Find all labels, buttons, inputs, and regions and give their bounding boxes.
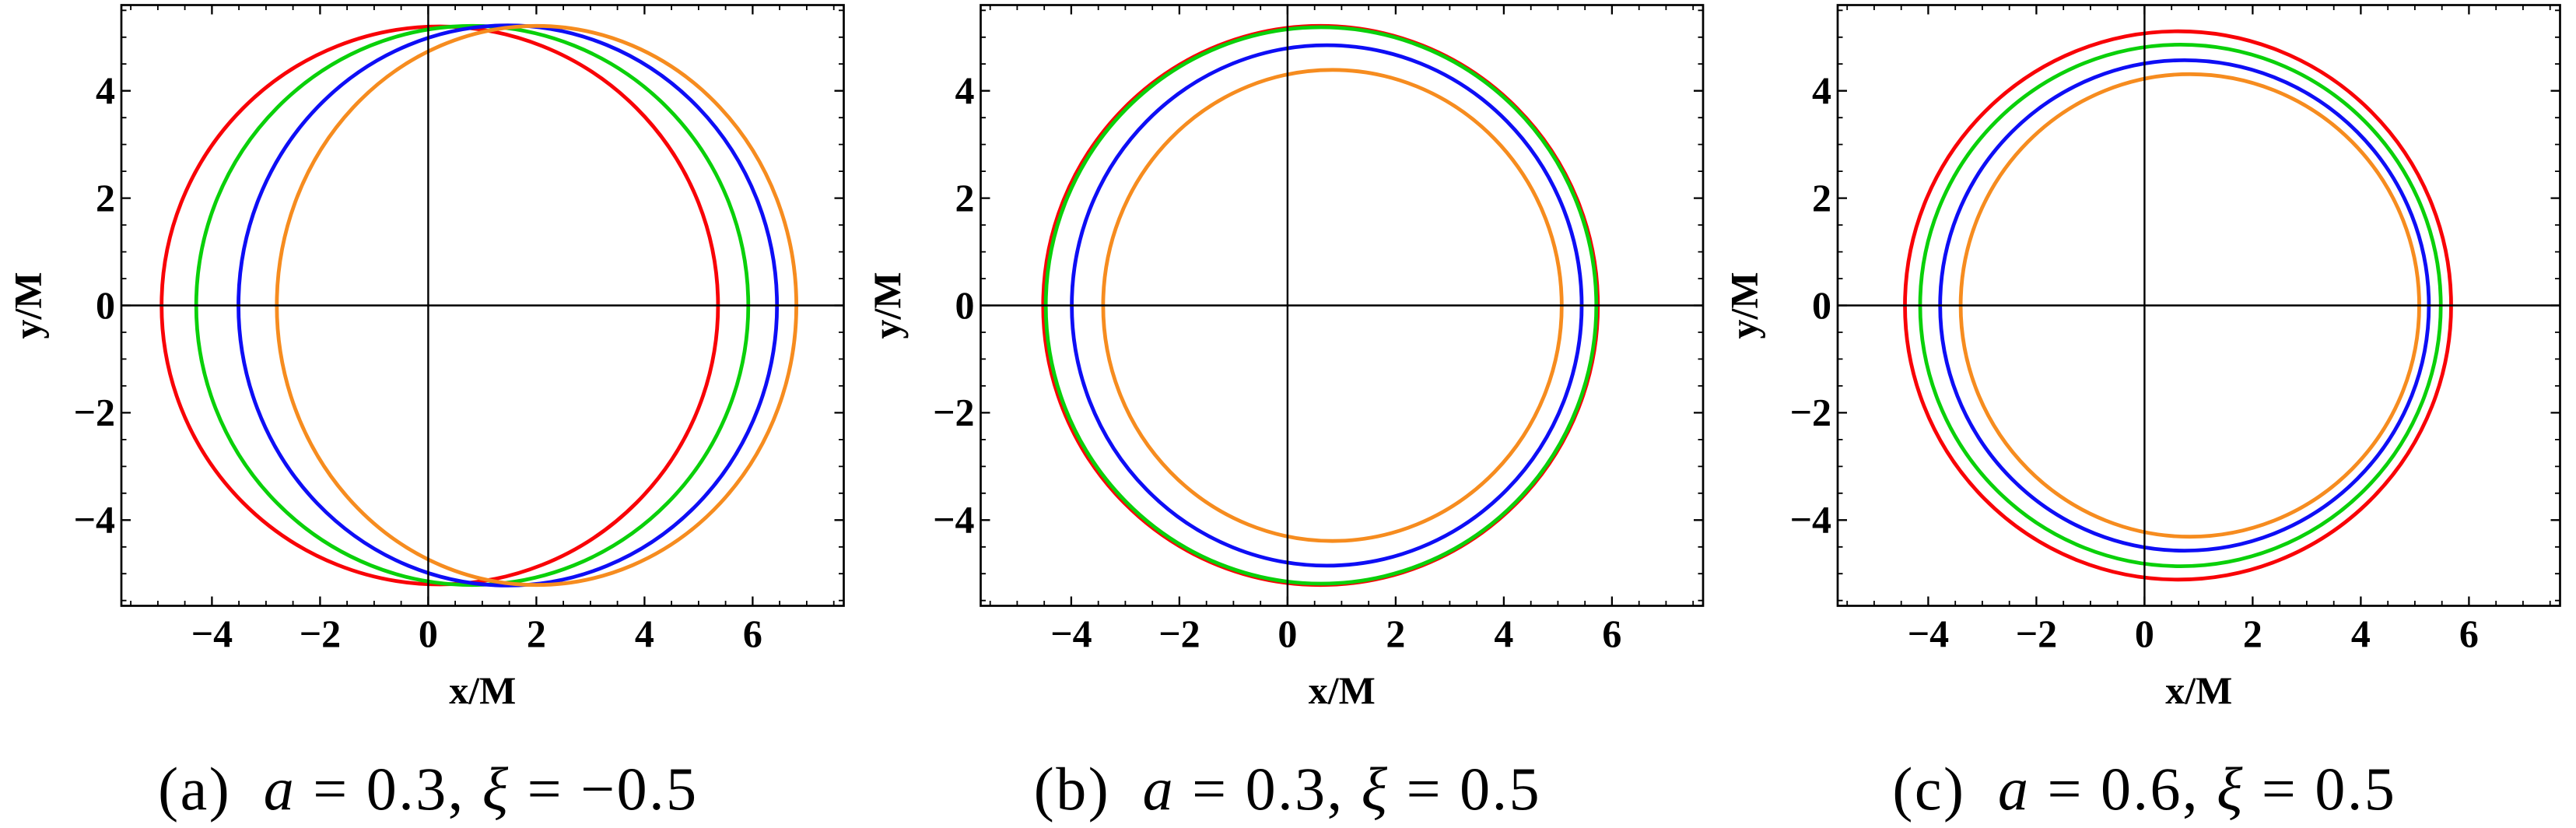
svg-text:−4: −4 [1050,612,1092,655]
svg-text:x/M: x/M [449,668,516,712]
svg-text:2: 2 [96,176,115,219]
svg-text:y/M: y/M [865,272,909,339]
svg-text:4: 4 [2351,612,2371,655]
svg-text:6: 6 [743,612,762,655]
svg-text:4: 4 [1494,612,1513,655]
svg-text:4: 4 [635,612,654,655]
svg-text:−4: −4 [191,612,233,655]
svg-text:−2: −2 [300,612,342,655]
svg-text:−2: −2 [1790,391,1832,434]
svg-text:(a) a = 0.3, ξ = −0.5: (a) a = 0.3, ξ = −0.5 [158,755,698,823]
svg-text:2: 2 [2243,612,2262,655]
svg-text:−2: −2 [933,391,975,434]
svg-text:y/M: y/M [6,272,50,339]
svg-text:0: 0 [96,283,115,327]
svg-text:2: 2 [1386,612,1405,655]
svg-text:4: 4 [96,68,115,112]
svg-text:−4: −4 [1908,612,1950,655]
svg-text:4: 4 [955,68,975,112]
svg-text:6: 6 [1602,612,1621,655]
svg-text:4: 4 [1812,68,1831,112]
svg-text:−4: −4 [74,498,116,542]
svg-text:x/M: x/M [1309,668,1376,712]
svg-text:0: 0 [955,283,975,327]
svg-text:−2: −2 [2016,612,2058,655]
svg-text:y/M: y/M [1723,272,1766,339]
svg-text:−4: −4 [933,498,975,542]
svg-text:0: 0 [419,612,438,655]
svg-text:x/M: x/M [2165,668,2232,712]
svg-text:−4: −4 [1790,498,1832,542]
svg-text:(b) a = 0.3, ξ = 0.5: (b) a = 0.3, ξ = 0.5 [1034,755,1541,823]
svg-text:2: 2 [1812,176,1831,219]
svg-text:0: 0 [1277,612,1297,655]
svg-text:0: 0 [1812,283,1831,327]
svg-text:−2: −2 [74,391,116,434]
svg-text:0: 0 [2135,612,2154,655]
svg-text:2: 2 [527,612,546,655]
svg-text:−2: −2 [1158,612,1200,655]
svg-text:(c) a = 0.6, ξ = 0.5: (c) a = 0.6, ξ = 0.5 [1892,755,2396,823]
svg-text:2: 2 [955,176,975,219]
svg-text:6: 6 [2459,612,2479,655]
